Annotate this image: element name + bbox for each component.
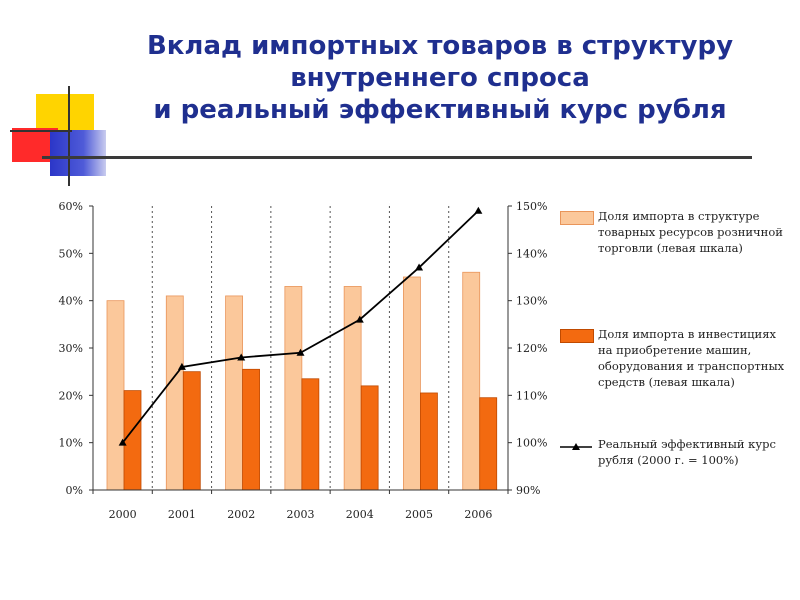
rate-point	[118, 438, 127, 446]
left-tick-label: 20%	[59, 389, 83, 402]
chart-grid	[151, 206, 450, 490]
legend-label-import-trade: Доля импорта в структуре товарных ресурс…	[598, 209, 783, 255]
legend-swatch-exchange-rate	[560, 443, 592, 450]
bar-import-trade	[284, 286, 303, 491]
x-tick-label: 2002	[227, 508, 255, 521]
bar-import-invest	[123, 390, 142, 491]
bar-import-trade	[343, 286, 362, 491]
deco-horizontal-line	[10, 130, 72, 132]
chart-axes	[89, 205, 512, 494]
legend-label-import-invest: Доля импорта в инвестициях на приобретен…	[598, 327, 785, 389]
title-line-2: внутреннего спроса	[290, 63, 590, 93]
rate-point	[177, 362, 186, 370]
legend-item-import-invest: Доля импорта в инвестициях на приобретен…	[560, 326, 790, 412]
legend-item-import-trade: Доля импорта в структуре товарных ресурс…	[560, 208, 790, 278]
x-tick-label: 2006	[464, 508, 492, 521]
bar-import-trade	[462, 271, 481, 491]
left-tick-label: 10%	[59, 437, 83, 450]
left-tick-label: 30%	[59, 342, 83, 355]
page-title: Вклад импортных товаров в структуру внут…	[100, 30, 780, 126]
bar-import-invest	[182, 371, 201, 491]
right-tick-label: 120%	[516, 342, 547, 355]
deco-blue-square	[50, 130, 106, 176]
legend-label-exchange-rate: Реальный эффективный курс рубля (2000 г.…	[598, 437, 776, 467]
x-tick-label: 2001	[168, 508, 196, 521]
rate-point	[474, 206, 483, 214]
bar-import-trade	[106, 300, 125, 491]
legend-swatch-import-trade	[560, 211, 594, 225]
chart-bars	[106, 271, 498, 491]
x-tick-label: 2004	[346, 508, 374, 521]
deco-vertical-line	[68, 86, 70, 186]
legend-swatch-import-invest	[560, 329, 594, 343]
right-tick-label: 150%	[516, 200, 547, 213]
bar-import-trade	[225, 295, 243, 491]
title-line-3: и реальный эффективный курс рубля	[153, 95, 727, 125]
x-tick-label: 2000	[109, 508, 137, 521]
left-tick-label: 0%	[66, 484, 83, 497]
x-tick-label: 2003	[287, 508, 315, 521]
right-tick-label: 110%	[516, 389, 547, 402]
bar-import-invest	[301, 378, 320, 491]
title-line-1: Вклад импортных товаров в структуру	[146, 31, 734, 61]
right-tick-label: 90%	[516, 484, 540, 497]
right-tick-label: 100%	[516, 437, 547, 450]
left-tick-label: 50%	[59, 247, 83, 260]
left-tick-label: 40%	[59, 295, 83, 308]
bar-import-invest	[242, 368, 260, 491]
right-tick-label: 140%	[516, 247, 547, 260]
chart-tick-labels: 0% 10% 20% 30% 40% 50% 60% 90% 100% 110% 120% 130% 1…	[59, 200, 548, 521]
right-tick-label: 130%	[516, 295, 547, 308]
bar-import-invest	[360, 385, 379, 491]
legend-item-exchange-rate: Реальный эффективный курс рубля (2000 г.…	[560, 436, 790, 490]
chart-rate-line	[118, 206, 483, 446]
rate-point	[415, 263, 424, 271]
rate-point	[296, 348, 305, 356]
bar-import-invest	[420, 392, 438, 491]
rate-point	[355, 315, 364, 323]
bar-import-trade	[165, 295, 184, 491]
bar-import-invest	[479, 397, 498, 491]
rate-point	[237, 353, 246, 361]
title-divider	[42, 156, 752, 159]
left-tick-label: 60%	[59, 200, 83, 213]
x-tick-label: 2005	[405, 508, 433, 521]
bar-import-trade	[403, 276, 421, 491]
